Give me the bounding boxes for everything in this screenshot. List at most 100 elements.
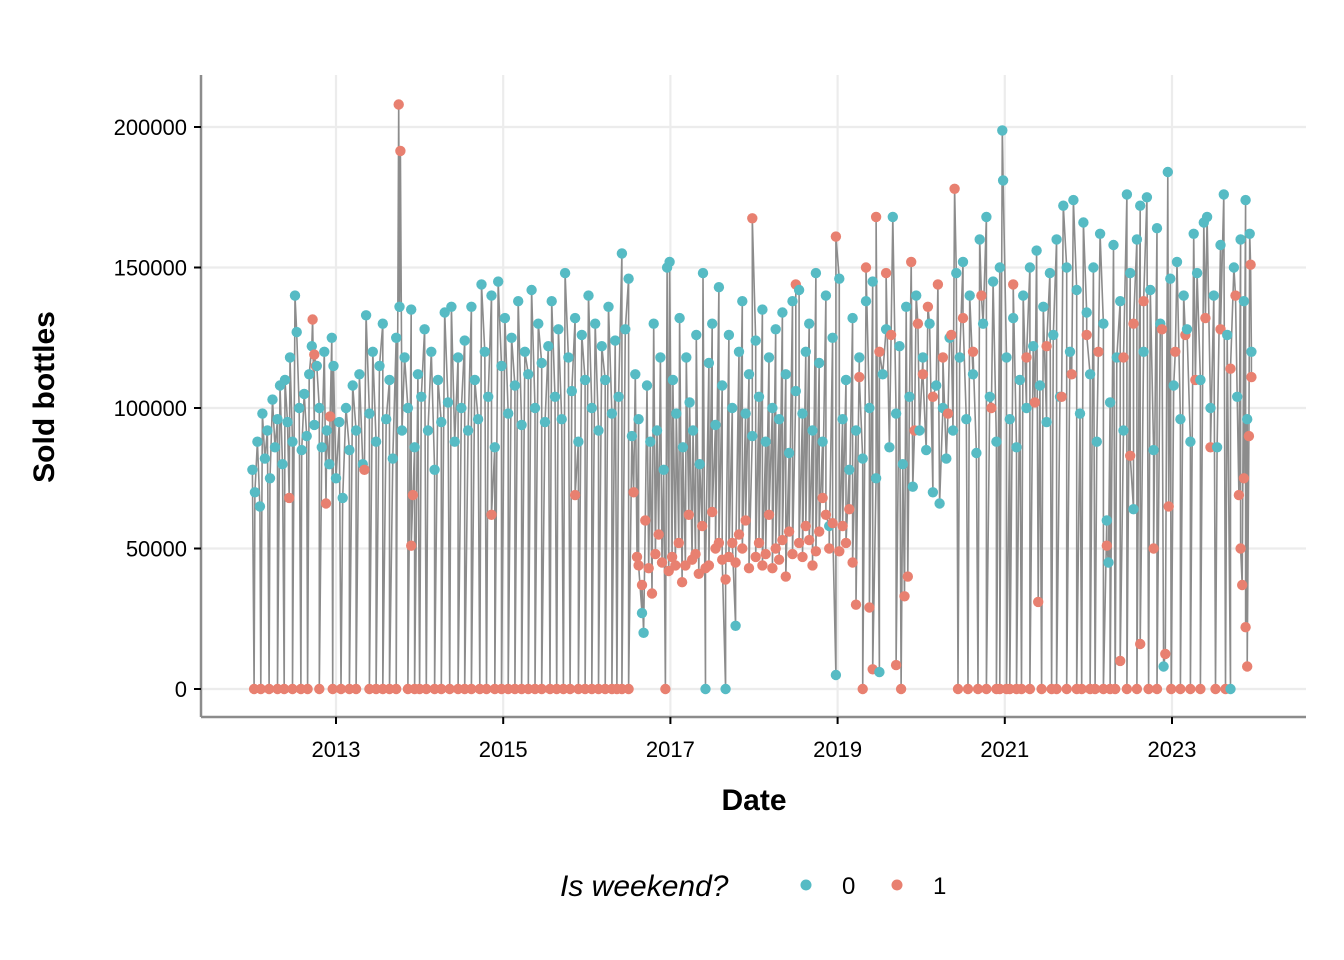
data-point-1 — [636, 579, 648, 591]
data-point-1 — [1128, 318, 1139, 329]
data-point-0 — [1024, 262, 1036, 273]
data-point-1 — [666, 551, 678, 563]
data-point-1 — [780, 571, 791, 582]
data-point-1 — [307, 314, 318, 325]
data-point-0 — [509, 380, 521, 391]
legend-title: Is weekend? — [560, 870, 729, 903]
data-point-0 — [807, 425, 818, 436]
data-point-1 — [720, 574, 731, 585]
data-point-0 — [1125, 267, 1136, 279]
data-point-0 — [850, 425, 862, 436]
data-point-1 — [1089, 683, 1101, 695]
data-point-1 — [810, 546, 822, 557]
data-point-0 — [1168, 380, 1179, 391]
data-point-1 — [707, 506, 718, 518]
data-point-0 — [319, 346, 330, 357]
data-point-1 — [740, 515, 751, 526]
data-point-1 — [421, 683, 432, 695]
data-point-0 — [1031, 245, 1042, 256]
data-point-1 — [1238, 473, 1250, 484]
data-point-1 — [646, 588, 658, 599]
data-point-1 — [902, 571, 913, 582]
data-point-0 — [834, 273, 845, 284]
data-point-0 — [311, 360, 322, 372]
data-point-0 — [523, 369, 534, 380]
data-point-1 — [633, 560, 644, 571]
data-point-1 — [314, 683, 325, 695]
data-point-0 — [519, 346, 531, 357]
data-point-0 — [1008, 312, 1019, 324]
data-point-0 — [658, 464, 669, 475]
y-tick-label: 100000 — [114, 396, 187, 421]
data-point-0 — [462, 425, 474, 436]
data-point-1 — [777, 534, 788, 546]
data-point-0 — [422, 425, 434, 436]
data-point-0 — [406, 304, 417, 315]
data-point-0 — [890, 408, 902, 419]
data-point-0 — [1178, 290, 1189, 301]
data-point-0 — [483, 391, 494, 402]
data-point-0 — [489, 442, 500, 453]
data-point-1 — [327, 683, 338, 695]
data-point-0 — [1158, 661, 1169, 672]
legend-label-0: 0 — [842, 873, 855, 900]
data-point-1 — [981, 683, 992, 695]
data-point-0 — [694, 459, 705, 470]
data-point-0 — [837, 414, 848, 425]
data-point-1 — [1225, 363, 1236, 374]
data-point-0 — [328, 360, 339, 372]
data-point-1 — [676, 577, 688, 588]
data-point-0 — [1104, 397, 1116, 408]
data-point-0 — [496, 360, 507, 372]
data-point-1 — [824, 543, 835, 554]
data-point-0 — [655, 352, 666, 363]
data-point-0 — [954, 352, 965, 363]
data-point-0 — [326, 332, 337, 343]
data-point-0 — [360, 310, 372, 321]
series-line — [251, 103, 1253, 690]
data-point-0 — [466, 301, 477, 312]
data-point-0 — [387, 453, 398, 464]
data-point-0 — [419, 324, 430, 335]
x-tick-label: 2013 — [312, 737, 361, 762]
data-point-1 — [436, 683, 447, 695]
data-point-0 — [1205, 402, 1216, 414]
data-point-0 — [710, 419, 721, 431]
data-point-0 — [730, 620, 741, 631]
data-point-1 — [359, 464, 370, 475]
data-point-0 — [409, 442, 420, 453]
data-point-0 — [381, 414, 392, 425]
data-point-1 — [1237, 579, 1248, 591]
data-point-0 — [720, 683, 731, 695]
data-point-0 — [1018, 290, 1029, 301]
data-point-1 — [830, 231, 842, 242]
data-point-0 — [309, 419, 320, 431]
data-point-0 — [299, 388, 310, 400]
data-point-0 — [703, 357, 715, 369]
data-point-0 — [476, 279, 487, 290]
data-point-0 — [350, 425, 362, 436]
data-point-0 — [1101, 515, 1113, 526]
data-point-0 — [370, 436, 382, 447]
data-point-1 — [787, 548, 798, 560]
data-point-0 — [296, 444, 307, 456]
data-point-0 — [1051, 234, 1062, 245]
data-point-0 — [282, 416, 293, 428]
data-point-1 — [395, 145, 406, 157]
data-point-0 — [553, 324, 564, 335]
data-point-0 — [347, 380, 358, 391]
data-point-0 — [314, 402, 325, 414]
data-point-0 — [1061, 262, 1072, 273]
data-point-0 — [429, 464, 440, 475]
data-point-0 — [566, 385, 577, 397]
data-point-0 — [827, 332, 838, 343]
data-point-1 — [753, 537, 765, 549]
data-point-0 — [536, 357, 547, 369]
data-point-0 — [1138, 346, 1149, 357]
data-point-0 — [1028, 341, 1039, 352]
data-point-1 — [466, 683, 477, 695]
data-point-0 — [626, 430, 638, 442]
data-point-0 — [877, 369, 888, 380]
data-point-1 — [804, 534, 815, 546]
